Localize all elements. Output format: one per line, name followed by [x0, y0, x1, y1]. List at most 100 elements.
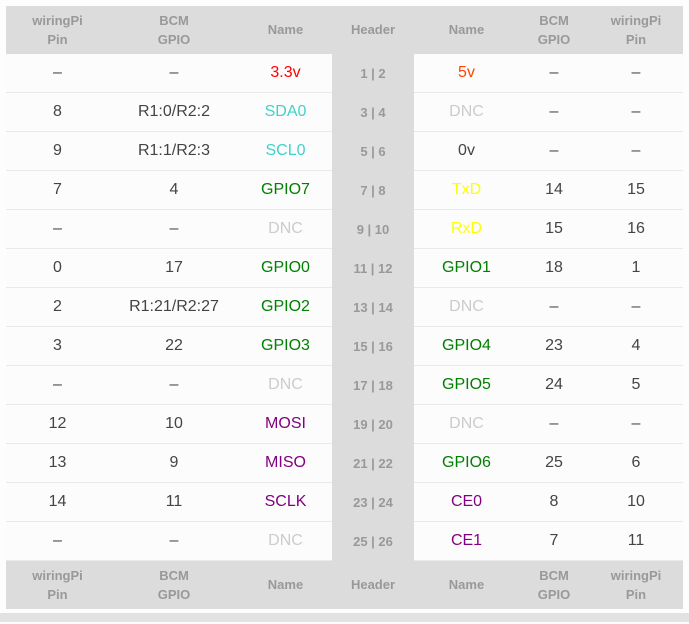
footer-row: wiringPi Pin BCM GPIO Name Header Name B… — [6, 560, 683, 609]
cell-bcm-gpio-left: – — [109, 209, 239, 249]
cell-wiringpi-pin-right: – — [589, 92, 683, 132]
cell-header-pins: 7 | 8 — [332, 170, 414, 210]
cell-bcm-gpio-left: 9 — [109, 443, 239, 483]
table-header: wiringPi Pin BCM GPIO Name Header Name B… — [6, 6, 683, 54]
cell-bcm-gpio-left: – — [109, 521, 239, 561]
cell-header-pins: 11 | 12 — [332, 248, 414, 288]
cell-header-pins: 1 | 2 — [332, 54, 414, 93]
cell-name-right: 5v — [414, 54, 519, 93]
cell-name-right: GPIO6 — [414, 443, 519, 483]
table-row: 14 11 SCLK 23 | 24 CE0 8 10 — [6, 482, 683, 522]
cell-name-left: SDA0 — [239, 92, 332, 132]
page-container: wiringPi Pin BCM GPIO Name Header Name B… — [6, 6, 683, 609]
cell-wiringpi-pin-left: 9 — [6, 131, 109, 171]
cell-name-left: SCL0 — [239, 131, 332, 171]
col-header-bcm-gpio-left: BCM GPIO — [109, 6, 239, 54]
cell-bcm-gpio-left: R1:21/R2:27 — [109, 287, 239, 327]
cell-name-right: DNC — [414, 404, 519, 444]
table-row: 13 9 MISO 21 | 22 GPIO6 25 6 — [6, 443, 683, 483]
col-header-wiringpi-pin-left: wiringPi Pin — [6, 6, 109, 54]
cell-name-left: SCLK — [239, 482, 332, 522]
cell-bcm-gpio-right: 7 — [519, 521, 589, 561]
cell-name-left: GPIO0 — [239, 248, 332, 288]
cell-bcm-gpio-left: R1:1/R2:3 — [109, 131, 239, 171]
cell-wiringpi-pin-left: – — [6, 54, 109, 93]
cell-name-right: TxD — [414, 170, 519, 210]
cell-header-pins: 3 | 4 — [332, 92, 414, 132]
cell-bcm-gpio-right: – — [519, 287, 589, 327]
col-header-header: Header — [332, 6, 414, 54]
cell-wiringpi-pin-left: – — [6, 365, 109, 405]
cell-wiringpi-pin-left: 0 — [6, 248, 109, 288]
cell-wiringpi-pin-right: 1 — [589, 248, 683, 288]
cell-wiringpi-pin-left: 14 — [6, 482, 109, 522]
table-row: – – 3.3v 1 | 2 5v – – — [6, 54, 683, 93]
table-row: 9 R1:1/R2:3 SCL0 5 | 6 0v – – — [6, 131, 683, 171]
col-footer-name-left: Name — [239, 560, 332, 609]
cell-bcm-gpio-right: 23 — [519, 326, 589, 366]
cell-header-pins: 21 | 22 — [332, 443, 414, 483]
table-row: 2 R1:21/R2:27 GPIO2 13 | 14 DNC – – — [6, 287, 683, 327]
cell-wiringpi-pin-right: – — [589, 131, 683, 171]
cell-bcm-gpio-left: 4 — [109, 170, 239, 210]
cell-wiringpi-pin-left: 2 — [6, 287, 109, 327]
cell-wiringpi-pin-left: 8 — [6, 92, 109, 132]
cell-header-pins: 23 | 24 — [332, 482, 414, 522]
cell-wiringpi-pin-left: 7 — [6, 170, 109, 210]
cell-bcm-gpio-right: 8 — [519, 482, 589, 522]
cell-bcm-gpio-left: R1:0/R2:2 — [109, 92, 239, 132]
cell-bcm-gpio-right: – — [519, 54, 589, 93]
cell-bcm-gpio-left: 11 — [109, 482, 239, 522]
cell-header-pins: 13 | 14 — [332, 287, 414, 327]
cell-wiringpi-pin-right: 10 — [589, 482, 683, 522]
cell-wiringpi-pin-right: 5 — [589, 365, 683, 405]
header-row: wiringPi Pin BCM GPIO Name Header Name B… — [6, 6, 683, 54]
cell-name-right: DNC — [414, 287, 519, 327]
cell-header-pins: 25 | 26 — [332, 521, 414, 561]
cell-bcm-gpio-right: – — [519, 404, 589, 444]
cell-bcm-gpio-right: 18 — [519, 248, 589, 288]
cell-bcm-gpio-left: – — [109, 365, 239, 405]
cell-name-left: MOSI — [239, 404, 332, 444]
cell-name-right: GPIO1 — [414, 248, 519, 288]
table-row: – – DNC 17 | 18 GPIO5 24 5 — [6, 365, 683, 405]
cell-wiringpi-pin-left: 12 — [6, 404, 109, 444]
table-row: – – DNC 9 | 10 RxD 15 16 — [6, 209, 683, 249]
cell-bcm-gpio-right: 15 — [519, 209, 589, 249]
cell-header-pins: 15 | 16 — [332, 326, 414, 366]
cell-bcm-gpio-right: – — [519, 92, 589, 132]
cell-name-left: 3.3v — [239, 54, 332, 93]
cell-wiringpi-pin-left: 3 — [6, 326, 109, 366]
table-row: – – DNC 25 | 26 CE1 7 11 — [6, 521, 683, 561]
gpio-pinout-table: wiringPi Pin BCM GPIO Name Header Name B… — [6, 6, 683, 609]
cell-wiringpi-pin-right: 16 — [589, 209, 683, 249]
col-header-name-left: Name — [239, 6, 332, 54]
cell-wiringpi-pin-right: 6 — [589, 443, 683, 483]
col-footer-name-right: Name — [414, 560, 519, 609]
cell-bcm-gpio-right: 14 — [519, 170, 589, 210]
col-footer-header: Header — [332, 560, 414, 609]
cell-wiringpi-pin-left: – — [6, 521, 109, 561]
col-footer-bcm-gpio-left: BCM GPIO — [109, 560, 239, 609]
col-header-wiringpi-pin-right: wiringPi Pin — [589, 6, 683, 54]
cell-wiringpi-pin-right: – — [589, 287, 683, 327]
cell-wiringpi-pin-left: 13 — [6, 443, 109, 483]
cell-name-left: GPIO2 — [239, 287, 332, 327]
cell-name-right: RxD — [414, 209, 519, 249]
cell-wiringpi-pin-right: – — [589, 54, 683, 93]
cell-bcm-gpio-right: 24 — [519, 365, 589, 405]
col-footer-wiringpi-pin-left: wiringPi Pin — [6, 560, 109, 609]
cell-header-pins: 19 | 20 — [332, 404, 414, 444]
table-row: 8 R1:0/R2:2 SDA0 3 | 4 DNC – – — [6, 92, 683, 132]
table-row: 7 4 GPIO7 7 | 8 TxD 14 15 — [6, 170, 683, 210]
cell-name-right: GPIO5 — [414, 365, 519, 405]
cell-bcm-gpio-left: 10 — [109, 404, 239, 444]
col-footer-bcm-gpio-right: BCM GPIO — [519, 560, 589, 609]
cell-name-left: GPIO7 — [239, 170, 332, 210]
cell-name-right: DNC — [414, 92, 519, 132]
table-body: – – 3.3v 1 | 2 5v – – 8 R1:0/R2:2 SDA0 3… — [6, 54, 683, 561]
cell-name-right: GPIO4 — [414, 326, 519, 366]
cell-name-right: 0v — [414, 131, 519, 171]
cell-header-pins: 17 | 18 — [332, 365, 414, 405]
cell-bcm-gpio-right: – — [519, 131, 589, 171]
